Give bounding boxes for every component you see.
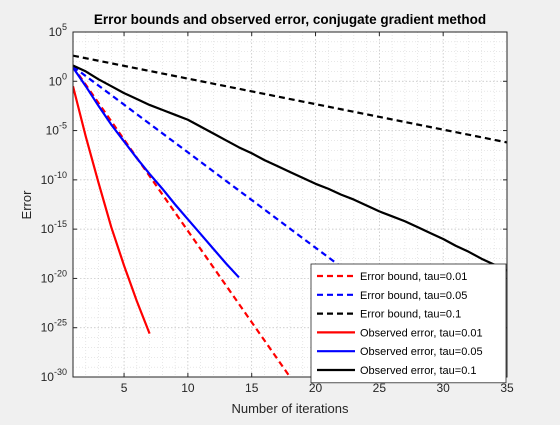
- y-tick-exponent: -25: [54, 318, 67, 328]
- legend-label-4: Observed error, tau=0.01: [360, 327, 483, 339]
- y-tick-base: 10: [46, 124, 60, 138]
- y-tick-base: 10: [41, 173, 55, 187]
- series-line-6: [73, 64, 507, 272]
- y-tick-label: 10-10: [41, 170, 67, 187]
- x-tick-label: 35: [500, 381, 514, 395]
- y-axis-label: Error: [19, 190, 34, 220]
- y-tick-label: 105: [49, 22, 67, 39]
- y-tick-exponent: -10: [54, 170, 67, 180]
- series-line-5: [73, 66, 240, 279]
- y-tick-base: 10: [41, 271, 55, 285]
- series-layer: [73, 54, 507, 377]
- y-tick-label: 10-20: [41, 268, 67, 285]
- legend-label-3: Error bound, tau=0.1: [360, 309, 461, 321]
- chart-title: Error bounds and observed error, conjuga…: [94, 12, 486, 27]
- y-tick-exponent: -5: [59, 121, 67, 131]
- y-tick-base: 10: [41, 222, 55, 236]
- y-tick-label: 10-30: [41, 367, 67, 384]
- y-tick-exponent: -15: [54, 219, 67, 229]
- y-tick-base: 10: [41, 370, 55, 384]
- y-tick-label: 10-5: [46, 121, 67, 138]
- legend-box: [310, 263, 507, 384]
- x-tick-label: 25: [373, 381, 387, 395]
- series-line-3: [73, 54, 507, 144]
- series-line-1: [73, 65, 291, 377]
- y-tick-exponent: -20: [54, 268, 67, 278]
- y-tick-exponent: 0: [62, 71, 67, 81]
- y-tick-label: 10-25: [41, 318, 67, 335]
- x-tick-label: 15: [245, 381, 259, 395]
- plot-frame: [72, 31, 508, 378]
- legend-label-1: Error bound, tau=0.01: [360, 271, 467, 283]
- y-tick-exponent: 5: [62, 22, 67, 32]
- y-tick-label: 10-15: [41, 219, 67, 236]
- legend-label-2: Error bound, tau=0.05: [360, 290, 467, 302]
- y-tick-base: 10: [41, 321, 55, 335]
- x-axis-label: Number of iterations: [231, 401, 349, 416]
- series-line-4: [73, 85, 151, 335]
- x-tick-label: 20: [309, 381, 323, 395]
- y-tick-base: 10: [49, 25, 63, 39]
- y-tick-label: 100: [49, 71, 67, 88]
- x-axis-ticks: 5 10 15 20 25 30 35: [121, 32, 514, 395]
- y-tick-exponent: -30: [54, 367, 67, 377]
- minor-grid: [72, 32, 507, 377]
- x-tick-label: 5: [121, 381, 128, 395]
- legend: Error bound, tau=0.01 Error bound, tau=0.…: [310, 263, 507, 384]
- legend-label-5: Observed error, tau=0.05: [360, 346, 483, 358]
- x-tick-label: 10: [181, 381, 195, 395]
- x-tick-label: 30: [436, 381, 450, 395]
- legend-label-6: Observed error, tau=0.1: [360, 365, 476, 377]
- y-tick-base: 10: [49, 74, 63, 88]
